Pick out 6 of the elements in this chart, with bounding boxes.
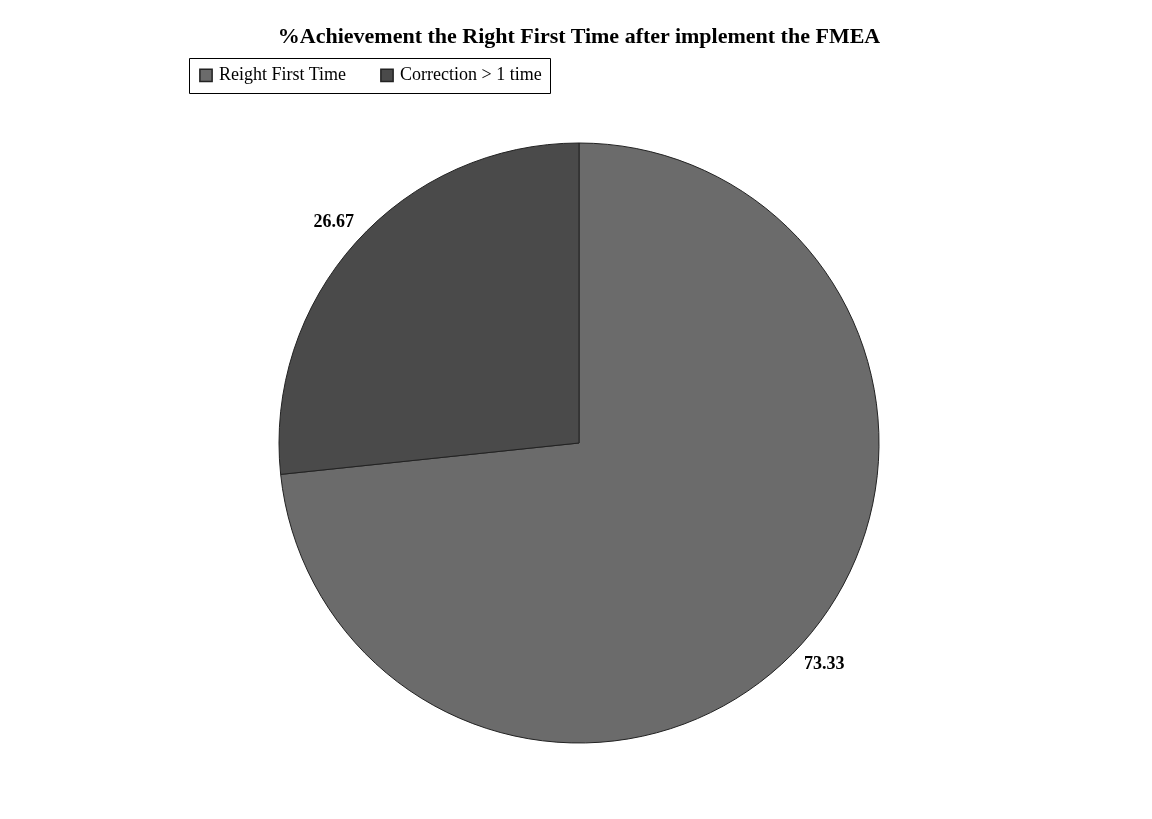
data-label: 26.67 — [313, 211, 354, 232]
legend-label: Correction > 1 time — [400, 64, 542, 85]
data-label: 73.33 — [804, 652, 845, 673]
chart-title: %Achievement the Right First Time after implement the FMEA — [277, 22, 881, 48]
legend-label: Reight First Time — [219, 64, 347, 85]
pie-slice — [280, 142, 880, 743]
